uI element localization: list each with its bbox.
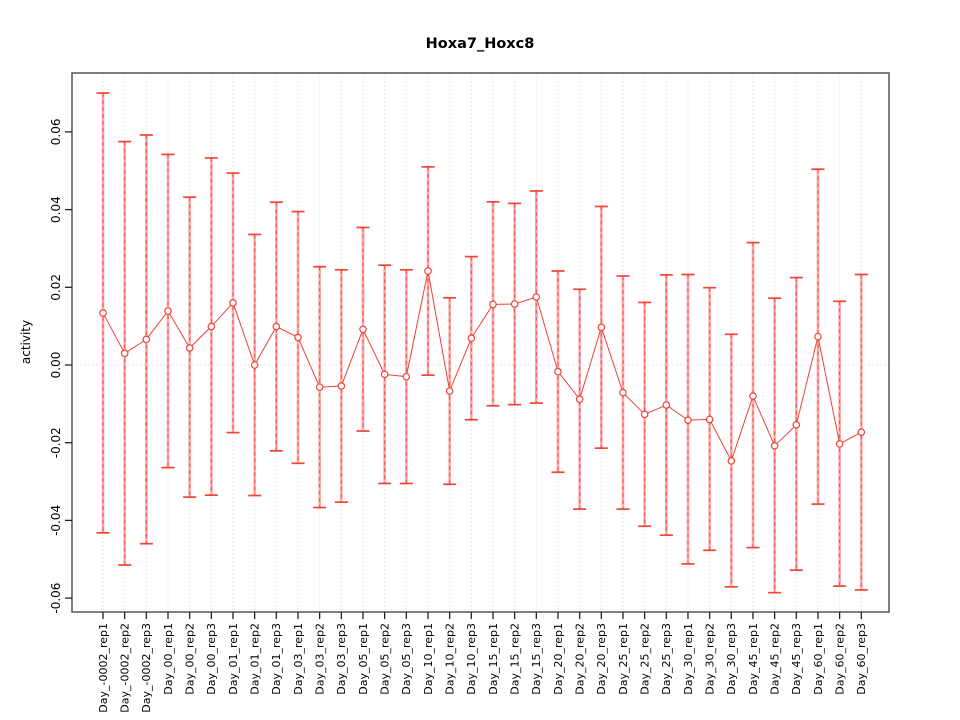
data-point-marker: [792, 421, 801, 429]
x-tick-label: Day_15_rep3: [530, 623, 543, 695]
data-point-marker: [229, 299, 237, 307]
plot-frame: [71, 72, 890, 613]
x-tick-label: Day_60_rep1: [812, 623, 825, 695]
x-tick-label: Day_03_rep2: [314, 623, 327, 695]
data-point-marker: [835, 440, 844, 448]
data-point-marker: [164, 307, 172, 315]
y-tick-label: 0.04: [49, 196, 63, 223]
x-tick-label: Day_20_rep3: [595, 623, 608, 695]
data-point-marker: [185, 344, 194, 352]
y-tick-label: -0.04: [49, 505, 63, 536]
x-tick-label: Day_10_rep2: [444, 623, 457, 695]
data-point-marker: [814, 332, 822, 341]
x-tick-label: Day_15_rep2: [508, 623, 521, 695]
data-point-marker: [749, 392, 757, 400]
data-point-marker: [705, 415, 714, 424]
data-point-marker: [402, 372, 411, 381]
chart-title: Hoxa7_Hoxc8: [426, 36, 535, 52]
data-point-marker: [424, 267, 432, 275]
data-point-marker: [142, 335, 151, 344]
data-point-marker: [467, 334, 476, 342]
data-point-marker: [857, 428, 866, 437]
x-tick-label: Day_05_rep1: [357, 623, 370, 695]
x-tick-label: Day_15_rep1: [487, 623, 500, 695]
x-tick-label: Day_01_rep2: [249, 623, 262, 695]
x-tick-label: Day_03_rep3: [335, 623, 348, 695]
data-point-marker: [770, 442, 779, 450]
data-point-marker: [359, 325, 367, 334]
data-point-marker: [727, 457, 736, 465]
data-point-marker: [662, 401, 671, 409]
mean-line: [102, 270, 862, 463]
x-tick-label: Day_25_rep2: [638, 623, 651, 695]
data-point-marker: [575, 395, 584, 403]
x-tick-label: Day_-0002_rep3: [140, 623, 153, 713]
plot-area: -0.06 -0.04 -0.02 0.00 0.02 0.04 0.06 Day_-0002…: [49, 72, 890, 713]
data-point-marker: [532, 293, 541, 301]
x-tick-label: Day_60_rep2: [833, 623, 846, 695]
x-tick-label: Day_00_rep2: [184, 623, 197, 695]
y-axis-label: activity: [19, 320, 33, 364]
x-tick-label: Day_45_rep2: [768, 623, 781, 695]
data-point-marker: [250, 361, 259, 369]
y-tick-label: 0.02: [49, 274, 63, 301]
x-tick-label: Day_25_rep3: [660, 623, 673, 695]
x-tick-label: Day_45_rep1: [747, 623, 760, 695]
data-point-marker: [597, 323, 606, 332]
data-point-marker: [272, 322, 281, 331]
data-point-marker: [120, 349, 129, 358]
data-point-marker: [294, 333, 302, 342]
x-tick-label: Day_10_rep3: [465, 623, 478, 695]
x-tick-label: Day_20_rep2: [573, 623, 586, 695]
x-tick-label: Day_05_rep2: [379, 623, 392, 695]
x-tick-label: Day_01_rep1: [227, 623, 240, 695]
data-point-marker: [337, 382, 346, 390]
data-point-marker: [619, 388, 627, 397]
data-point-marker: [554, 367, 562, 376]
x-tick-label: Day_25_rep1: [617, 623, 630, 695]
x-tick-label: Day_03_rep1: [292, 623, 305, 695]
data-point-marker: [640, 410, 649, 419]
y-tick-label: 0.00: [49, 352, 63, 379]
data-point-marker: [510, 300, 519, 308]
x-tick-label: Day_45_rep3: [790, 623, 803, 695]
x-tick-label: Day_10_rep1: [422, 623, 435, 695]
x-tick-label: Day_00_rep3: [205, 623, 218, 695]
y-tick-label: 0.06: [49, 119, 63, 146]
data-point-marker: [99, 309, 107, 317]
x-tick-label: Day_30_rep2: [703, 623, 716, 695]
data-point-marker: [684, 416, 692, 424]
data-point-marker: [380, 370, 389, 379]
y-tick-label: -0.02: [49, 427, 63, 458]
x-tick-label: Day_30_rep1: [682, 623, 695, 695]
y-tick-label: -0.06: [49, 583, 63, 614]
x-tick-label: Day_05_rep3: [400, 623, 413, 695]
x-tick-label: Day_20_rep1: [552, 623, 565, 695]
data-point-marker: [315, 383, 324, 391]
x-tick-label: Day_-0002_rep2: [119, 623, 132, 713]
data-point-marker: [207, 322, 216, 331]
x-tick-label: Day_30_rep3: [725, 623, 738, 695]
data-point-marker: [445, 387, 454, 395]
x-tick-label: Day_01_rep3: [270, 623, 283, 695]
x-tick-label: Day_60_rep3: [855, 623, 868, 695]
data-point-marker: [489, 300, 497, 309]
x-tick-label: Day_00_rep1: [162, 623, 175, 695]
x-tick-label: Day_-0002_rep1: [97, 623, 110, 713]
